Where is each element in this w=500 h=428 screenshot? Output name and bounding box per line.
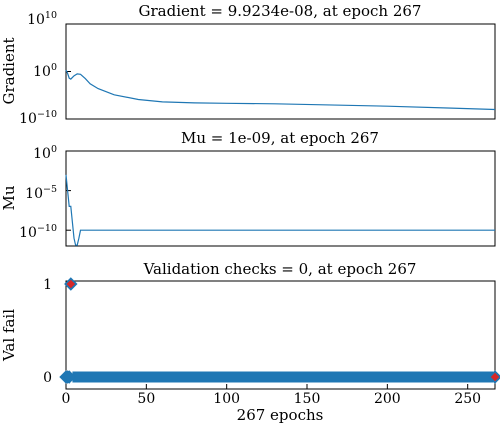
mu-ytick-top: 100 (33, 144, 57, 162)
val-ytick-0: 0 (43, 370, 52, 386)
gradient-ytick-bottom: 10−10 (19, 109, 57, 127)
val-title: Validation checks = 0, at epoch 267 (143, 260, 417, 278)
val-xtick-label: 200 (374, 391, 401, 407)
gradient-plot-frame (65, 23, 496, 120)
val-xtick-label: 250 (454, 391, 481, 407)
mu-title: Mu = 1e-09, at epoch 267 (181, 129, 379, 147)
val-highlight-point (65, 278, 77, 290)
val-xlabel: 267 epochs (237, 406, 324, 424)
mu-plot-frame (65, 150, 496, 247)
val-points (59, 277, 500, 384)
mu-series-line (65, 174, 495, 246)
mu-ytick-mid-exp: −5 (43, 184, 57, 195)
val-xtick-label: 150 (294, 391, 321, 407)
val-point (62, 370, 76, 384)
val-xtick-label: 100 (213, 391, 240, 407)
gradient-ytick-mid: 100 (33, 62, 57, 80)
val-panel: Validation checks = 0, at epoch 267 1 0 … (0, 260, 500, 424)
mu-ytick-mid-base: 10 (25, 186, 43, 202)
mu-ytick-bottom-exp: −10 (37, 223, 57, 234)
mu-ylabel: Mu (0, 185, 18, 210)
gradient-ylabel: Gradient (0, 37, 18, 104)
mu-ytick-bottom-base: 10 (19, 225, 37, 241)
gradient-ytick-top-base: 10 (27, 12, 45, 28)
gradient-ytick-bottom-exp: −10 (37, 109, 57, 120)
val-highlight-point (489, 371, 500, 383)
gradient-ytick-top: 1010 (27, 10, 57, 28)
gradient-ytick-mid-exp: 0 (51, 62, 57, 73)
mu-ytick-top-exp: 0 (51, 144, 57, 155)
val-ylabel: Val fail (0, 309, 18, 362)
val-xtick-label: 50 (137, 391, 155, 407)
val-xticks: 0 50 100 150 200 250 (62, 384, 481, 407)
mu-panel: Mu = 1e-09, at epoch 267 100 10−5 10−10 … (0, 129, 496, 247)
gradient-ytick-bottom-base: 10 (19, 111, 37, 127)
val-plot-frame (65, 280, 496, 390)
gradient-ytick-mid-base: 10 (33, 64, 51, 80)
gradient-title: Gradient = 9.9234e-08, at epoch 267 (139, 2, 422, 20)
gradient-series-line (65, 69, 496, 111)
val-ytick-1: 1 (43, 277, 52, 293)
mu-ytick-top-base: 10 (33, 146, 51, 162)
val-xtick-label: 0 (62, 391, 71, 407)
mu-ytick-bottom: 10−10 (19, 223, 57, 241)
gradient-ytick-top-exp: 10 (45, 10, 57, 21)
gradient-panel: Gradient = 9.9234e-08, at epoch 267 1010… (0, 2, 496, 127)
mu-ytick-mid: 10−5 (25, 184, 57, 202)
